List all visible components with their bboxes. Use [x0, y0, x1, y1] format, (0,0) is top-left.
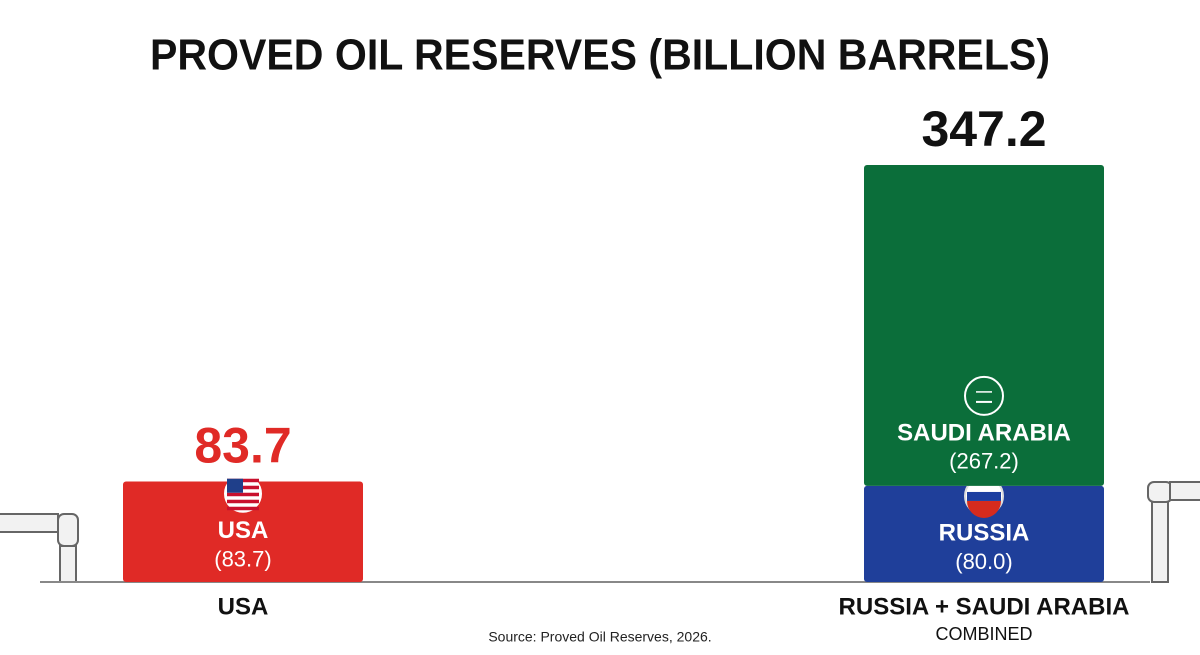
- flag-icon: [227, 506, 259, 511]
- bar-segment: [123, 481, 363, 582]
- flag-icon: [227, 478, 243, 493]
- source-note: Source: Proved Oil Reserves, 2026.: [488, 629, 711, 645]
- segment-label: RUSSIA: [939, 519, 1030, 546]
- flag-icon: [967, 500, 1001, 518]
- pipe-decoration: [0, 481, 1200, 583]
- segment-value-label: (80.0): [955, 549, 1012, 574]
- x-tick-label: RUSSIA + SAUDI ARABIA: [839, 593, 1130, 620]
- segment-value-label: (83.7): [214, 547, 271, 572]
- flag-icon: [967, 491, 1001, 501]
- segment-label: SAUDI ARABIA: [897, 419, 1071, 446]
- bar-segment: [864, 485, 1104, 582]
- flag-icon: [227, 492, 259, 497]
- total-label: 347.2: [921, 101, 1046, 157]
- segment-value-label: (267.2): [949, 449, 1019, 474]
- category-note: COMBINED: [935, 624, 1032, 644]
- flag-icon: [227, 499, 259, 504]
- segment-label: USA: [218, 517, 269, 544]
- flag-icon: [964, 375, 1004, 416]
- total-label: 83.7: [194, 418, 291, 474]
- chart-title: PROVED OIL RESERVES (BILLION BARRELS): [150, 31, 1050, 80]
- x-tick-label: USA: [218, 593, 269, 620]
- bar-segment: [864, 165, 1104, 486]
